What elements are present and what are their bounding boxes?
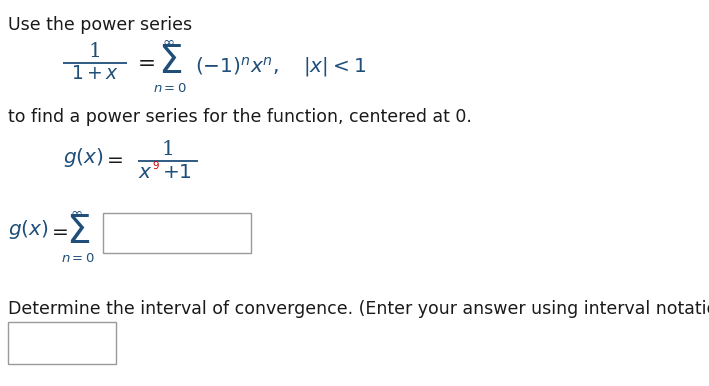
Text: 1: 1 — [162, 140, 174, 159]
Text: $x$: $x$ — [138, 163, 152, 182]
Text: $1 + x$: $1 + x$ — [71, 65, 119, 83]
Text: to find a power series for the function, centered at 0.: to find a power series for the function,… — [8, 108, 472, 126]
Text: 1: 1 — [89, 42, 101, 61]
Text: $n = 0$: $n = 0$ — [61, 252, 95, 265]
Text: $+ 1$: $+ 1$ — [162, 163, 192, 182]
Bar — [8, 322, 116, 364]
Text: Determine the interval of convergence. (Enter your answer using interval notatio: Determine the interval of convergence. (… — [8, 300, 709, 318]
Text: $g(x)$: $g(x)$ — [63, 146, 104, 169]
Text: $g(x)$: $g(x)$ — [8, 218, 49, 241]
Text: Use the power series: Use the power series — [8, 16, 192, 34]
Text: $^9$: $^9$ — [152, 163, 160, 177]
Text: $(-1)^n x^n,$: $(-1)^n x^n,$ — [195, 55, 279, 77]
Bar — [103, 213, 251, 253]
Text: $\infty$: $\infty$ — [69, 205, 82, 220]
Text: $|x| < 1$: $|x| < 1$ — [303, 55, 366, 78]
Text: $\Sigma$: $\Sigma$ — [158, 43, 182, 81]
Text: =: = — [138, 54, 156, 74]
Text: $\infty$: $\infty$ — [162, 34, 174, 49]
Text: =: = — [107, 151, 124, 170]
Text: $\Sigma$: $\Sigma$ — [66, 213, 90, 251]
Text: =: = — [52, 223, 69, 242]
Text: $n = 0$: $n = 0$ — [153, 82, 187, 95]
